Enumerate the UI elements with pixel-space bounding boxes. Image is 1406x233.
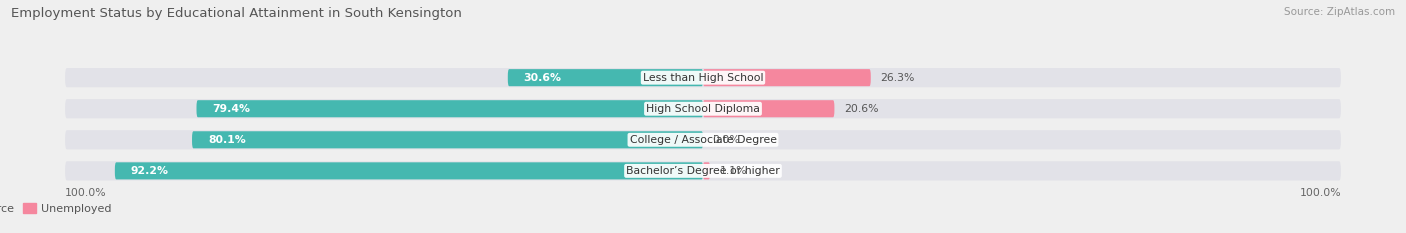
Text: College / Associate Degree: College / Associate Degree	[630, 135, 776, 145]
FancyBboxPatch shape	[115, 162, 703, 179]
FancyBboxPatch shape	[65, 68, 1341, 87]
FancyBboxPatch shape	[193, 131, 703, 148]
FancyBboxPatch shape	[65, 99, 1341, 118]
Legend: In Labor Force, Unemployed: In Labor Force, Unemployed	[0, 199, 115, 218]
Text: 30.6%: 30.6%	[524, 73, 562, 83]
Text: 1.1%: 1.1%	[720, 166, 747, 176]
FancyBboxPatch shape	[703, 69, 870, 86]
FancyBboxPatch shape	[65, 161, 1341, 181]
FancyBboxPatch shape	[508, 69, 703, 86]
Text: 100.0%: 100.0%	[65, 188, 107, 198]
FancyBboxPatch shape	[703, 162, 710, 179]
Text: 100.0%: 100.0%	[1299, 188, 1341, 198]
Text: 79.4%: 79.4%	[212, 104, 250, 114]
FancyBboxPatch shape	[703, 100, 834, 117]
FancyBboxPatch shape	[65, 130, 1341, 149]
Text: Less than High School: Less than High School	[643, 73, 763, 83]
Text: 92.2%: 92.2%	[131, 166, 169, 176]
Text: Bachelor’s Degree or higher: Bachelor’s Degree or higher	[626, 166, 780, 176]
Text: High School Diploma: High School Diploma	[647, 104, 759, 114]
Text: 0.0%: 0.0%	[713, 135, 741, 145]
Text: 20.6%: 20.6%	[844, 104, 879, 114]
Text: Employment Status by Educational Attainment in South Kensington: Employment Status by Educational Attainm…	[11, 7, 463, 20]
Text: 26.3%: 26.3%	[880, 73, 915, 83]
Text: 80.1%: 80.1%	[208, 135, 246, 145]
FancyBboxPatch shape	[197, 100, 703, 117]
Text: Source: ZipAtlas.com: Source: ZipAtlas.com	[1284, 7, 1395, 17]
